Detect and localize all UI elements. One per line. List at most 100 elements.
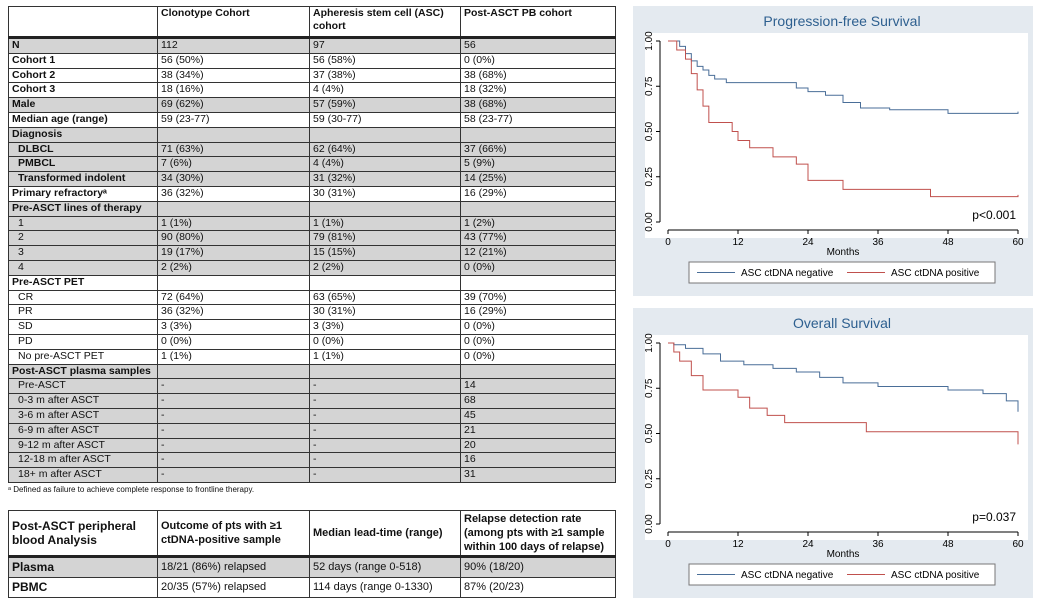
x-tick-label: 48 xyxy=(942,237,954,248)
table-cell: 79 (81%) xyxy=(309,230,461,247)
table-row: N 112 97 56 xyxy=(8,37,616,54)
table-cell: - xyxy=(309,393,461,409)
survival-curve xyxy=(668,40,1019,114)
table-row: Cohort 2 38 (34%) 37 (38%) 38 (68%) xyxy=(8,67,616,84)
table-cell: 18+ m after ASCT xyxy=(8,467,158,483)
table-row: Cohort 3 18 (16%) 4 (4%) 18 (32%) xyxy=(8,82,616,99)
table-row: PD 0 (0%) 0 (0%) 0 (0%) xyxy=(8,333,616,350)
table-cell: 1 (1%) xyxy=(157,215,310,232)
table-cell: 2 (2%) xyxy=(157,259,310,276)
y-tick-label: 1.00 xyxy=(644,31,655,51)
table-cell: - xyxy=(309,422,461,439)
x-tick-label: 36 xyxy=(872,237,884,248)
table-cell: 20 xyxy=(460,437,616,454)
table-cell: 37 (66%) xyxy=(460,141,616,158)
y-tick-label: 0.75 xyxy=(644,378,655,398)
blood-analysis-table: Post-ASCT peripheral blood Analysis Outco… xyxy=(8,510,616,598)
y-tick-label: 0.50 xyxy=(644,423,655,443)
x-tick-label: 60 xyxy=(1012,237,1024,248)
x-tick-label: 24 xyxy=(802,539,814,550)
table-row: Median age (range) 59 (23-77) 59 (30-77) 58… xyxy=(8,111,616,128)
table-cell xyxy=(309,200,461,217)
table-row: PBMC 20/35 (57%) relapsed 114 days (range … xyxy=(8,577,616,598)
table-cell: 3-6 m after ASCT xyxy=(8,407,158,424)
table-cell: 56 xyxy=(460,37,616,54)
table-cell: 15 (15%) xyxy=(309,245,461,261)
table-cell: Post-ASCT plasma samples xyxy=(8,363,158,380)
table-cell: - xyxy=(157,378,310,395)
legend-box xyxy=(688,261,996,284)
table-row: 2 90 (80%) 79 (81%) 43 (77%) xyxy=(8,230,616,247)
table-row: 9-12 m after ASCT - -20 xyxy=(8,437,616,454)
table-row: 12-18 m after ASCT - -16 xyxy=(8,452,616,469)
table-cell: - xyxy=(309,452,461,469)
footnote: ᵃ Defined as failure to achieve complete… xyxy=(8,485,255,494)
legend-label: ASC ctDNA positive xyxy=(891,570,980,581)
survival-curve xyxy=(668,342,1019,412)
table-cell: DLBCL xyxy=(8,141,158,158)
table-cell: PMBCL xyxy=(8,156,158,173)
table-cell: - xyxy=(157,452,310,469)
table-cell: 12 (21%) xyxy=(460,245,616,261)
table-cell: 38 (68%) xyxy=(460,97,616,113)
table-cell: N xyxy=(8,37,158,54)
x-tick-label: 12 xyxy=(732,237,744,248)
table-cell: Transformed indolent xyxy=(8,171,158,187)
y-tick-label: 0.00 xyxy=(644,212,655,232)
table-cell: 12-18 m after ASCT xyxy=(8,452,158,469)
chart-title: Overall Survival xyxy=(793,315,891,331)
table-row: Transformed indolent 34 (30%) 31 (32%) 14 (… xyxy=(8,171,616,187)
table-cell: 114 days (range 0-1330) xyxy=(309,577,461,598)
table-row: Cohort 1 56 (50%) 56 (58%) 0 (0%) xyxy=(8,52,616,69)
table-row: 0-3 m after ASCT - -68 xyxy=(8,393,616,409)
survival-curve xyxy=(668,40,1019,198)
table-cell: 34 (30%) xyxy=(157,171,310,187)
x-tick-label: 12 xyxy=(732,539,744,550)
table-cell: 21 xyxy=(460,422,616,439)
table-row: Primary refractoryᵃ 36 (32%) 30 (31%) 16 (2… xyxy=(8,185,616,202)
cohort-table: Clonotype Cohort Apheresis stem cell (ASC… xyxy=(8,6,616,483)
table-cell xyxy=(8,6,158,39)
table-cell: Post-ASCT PB cohort xyxy=(460,6,616,39)
table-cell: Plasma xyxy=(8,556,158,578)
x-axis-label: Months xyxy=(827,549,860,560)
table-cell: 68 xyxy=(460,393,616,409)
annotation: p<0.001 xyxy=(972,208,1016,222)
x-tick-label: 48 xyxy=(942,539,954,550)
table-cell xyxy=(460,200,616,217)
table-cell: Apheresis stem cell (ASC) cohort xyxy=(309,6,461,39)
table-cell xyxy=(157,363,310,380)
table-row: Pre-ASCT - -14 xyxy=(8,378,616,395)
table-cell: 9-12 m after ASCT xyxy=(8,437,158,454)
table-row: Male 69 (62%) 57 (59%) 38 (68%) xyxy=(8,97,616,113)
table-row: PMBCL 7 (6%) 4 (4%) 5 (9%) xyxy=(8,156,616,173)
table-cell: 1 (1%) xyxy=(309,215,461,232)
table-row: Plasma 18/21 (86%) relapsed 52 days (range… xyxy=(8,556,616,578)
table-cell: 57 (59%) xyxy=(309,97,461,113)
x-tick-label: 24 xyxy=(802,237,814,248)
legend-label: ASC ctDNA negative xyxy=(741,268,834,279)
table-cell: Pre-ASCT xyxy=(8,378,158,395)
y-tick-label: 0.25 xyxy=(644,469,655,489)
annotation: p=0.037 xyxy=(972,510,1016,524)
table-row: 18+ m after ASCT - -31 xyxy=(8,467,616,483)
legend-label: ASC ctDNA negative xyxy=(741,570,834,581)
table-cell: 20/35 (57%) relapsed xyxy=(157,577,310,598)
table-cell: 14 (25%) xyxy=(460,171,616,187)
chart-title: Progression-free Survival xyxy=(763,13,920,29)
table-cell: Relapse detection rate (among pts with ≥… xyxy=(460,510,616,558)
table-cell: 14 xyxy=(460,378,616,395)
table-cell: 31 xyxy=(460,467,616,483)
y-tick-label: 0.00 xyxy=(644,514,655,534)
table-row: 3 19 (17%) 15 (15%) 12 (21%) xyxy=(8,245,616,261)
y-tick-label: 1.00 xyxy=(644,333,655,353)
table-row: Clonotype Cohort Apheresis stem cell (ASC… xyxy=(8,6,616,39)
table-cell xyxy=(157,126,310,143)
table-cell: 90% (18/20) xyxy=(460,556,616,578)
y-tick-label: 0.75 xyxy=(644,76,655,96)
table-cell: 0 (0%) xyxy=(460,259,616,276)
plot-area xyxy=(645,33,1028,238)
